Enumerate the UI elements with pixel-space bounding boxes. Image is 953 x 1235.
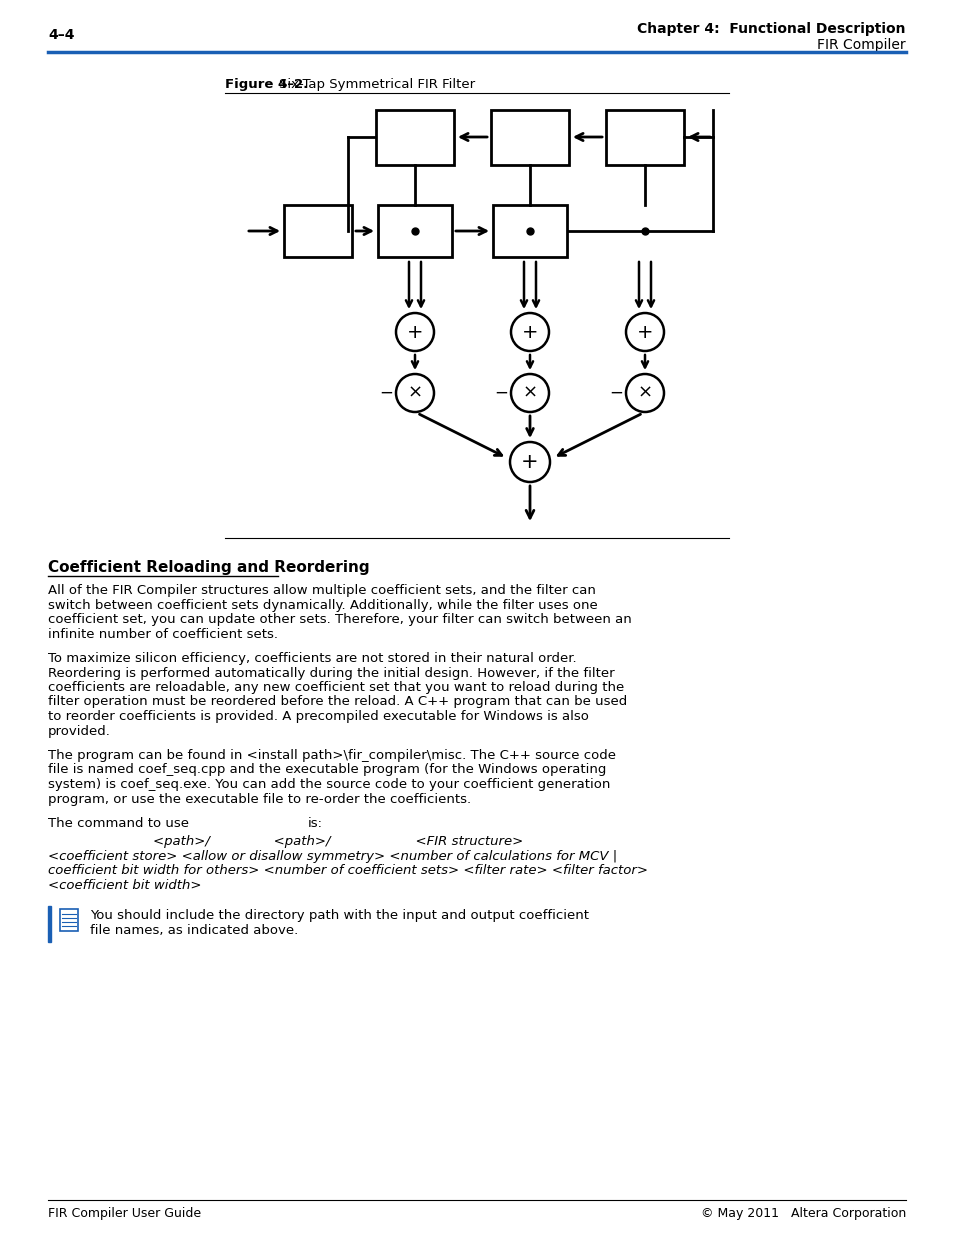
Text: coefficient set, you can update other sets. Therefore, your filter can switch be: coefficient set, you can update other se… (48, 613, 631, 626)
Text: file is named coef_seq.cpp and the executable program (for the Windows operating: file is named coef_seq.cpp and the execu… (48, 763, 606, 777)
Text: The command to use: The command to use (48, 818, 189, 830)
Text: switch between coefficient sets dynamically. Additionally, while the filter uses: switch between coefficient sets dynamica… (48, 599, 598, 611)
Text: to reorder coefficients is provided. A precompiled executable for Windows is als: to reorder coefficients is provided. A p… (48, 710, 588, 722)
Bar (491, 110, 568, 165)
Text: © May 2011   Altera Corporation: © May 2011 Altera Corporation (700, 1207, 905, 1220)
Text: +: + (636, 322, 653, 342)
Text: infinite number of coefficient sets.: infinite number of coefficient sets. (48, 627, 277, 641)
Circle shape (395, 312, 434, 351)
Text: system) is coef_seq.exe. You can add the source code to your coefficient generat: system) is coef_seq.exe. You can add the… (48, 778, 610, 790)
Circle shape (510, 442, 550, 482)
Text: Chapter 4:  Functional Description: Chapter 4: Functional Description (637, 22, 905, 36)
Bar (60, 909, 78, 930)
Text: Reordering is performed automatically during the initial design. However, if the: Reordering is performed automatically du… (48, 667, 614, 679)
Bar (377, 205, 452, 257)
Circle shape (395, 374, 434, 412)
Text: The program can be found in <install path>\fir_compiler\misc. The C++ source cod: The program can be found in <install pat… (48, 748, 616, 762)
Bar (48, 905, 51, 941)
Text: <coefficient bit width>: <coefficient bit width> (48, 879, 201, 892)
Text: −: − (608, 384, 622, 403)
Text: ×: × (637, 384, 652, 403)
Bar (284, 205, 352, 257)
Circle shape (511, 312, 548, 351)
Text: You should include the directory path with the input and output coefficient: You should include the directory path wi… (90, 909, 588, 923)
Text: Figure 4–2.: Figure 4–2. (225, 78, 308, 91)
Text: file names, as indicated above.: file names, as indicated above. (90, 924, 298, 937)
Text: filter operation must be reordered before the reload. A C++ program that can be : filter operation must be reordered befor… (48, 695, 626, 709)
Text: program, or use the executable file to re-order the coefficients.: program, or use the executable file to r… (48, 793, 471, 805)
Bar (493, 205, 566, 257)
Text: <path>/               <path>/                    <FIR structure>: <path>/ <path>/ <FIR structure> (152, 836, 522, 848)
Text: FIR Compiler: FIR Compiler (817, 38, 905, 52)
Text: coefficient bit width for others> <number of coefficient sets> <filter rate> <fi: coefficient bit width for others> <numbe… (48, 864, 647, 878)
Text: coefficients are reloadable, any new coefficient set that you want to reload dur: coefficients are reloadable, any new coe… (48, 680, 623, 694)
Circle shape (625, 374, 663, 412)
Text: provided.: provided. (48, 725, 111, 737)
Text: ×: × (522, 384, 537, 403)
Text: Six-Tap Symmetrical FIR Filter: Six-Tap Symmetrical FIR Filter (278, 78, 475, 91)
Text: −: − (378, 384, 393, 403)
Text: is:: is: (308, 818, 323, 830)
Text: +: + (521, 322, 537, 342)
Text: 4–4: 4–4 (48, 28, 74, 42)
Circle shape (511, 374, 548, 412)
Circle shape (625, 312, 663, 351)
Text: ×: × (407, 384, 422, 403)
Text: Coefficient Reloading and Reordering: Coefficient Reloading and Reordering (48, 559, 369, 576)
Text: To maximize silicon efficiency, coefficients are not stored in their natural ord: To maximize silicon efficiency, coeffici… (48, 652, 576, 664)
Bar (375, 110, 454, 165)
Text: −: − (494, 384, 507, 403)
Text: All of the FIR Compiler structures allow multiple coefficient sets, and the filt: All of the FIR Compiler structures allow… (48, 584, 596, 597)
Text: FIR Compiler User Guide: FIR Compiler User Guide (48, 1207, 201, 1220)
Text: +: + (520, 452, 538, 472)
Text: +: + (406, 322, 423, 342)
Bar (605, 110, 683, 165)
Text: <coefficient store> <allow or disallow symmetry> <number of calculations for MCV: <coefficient store> <allow or disallow s… (48, 850, 617, 863)
